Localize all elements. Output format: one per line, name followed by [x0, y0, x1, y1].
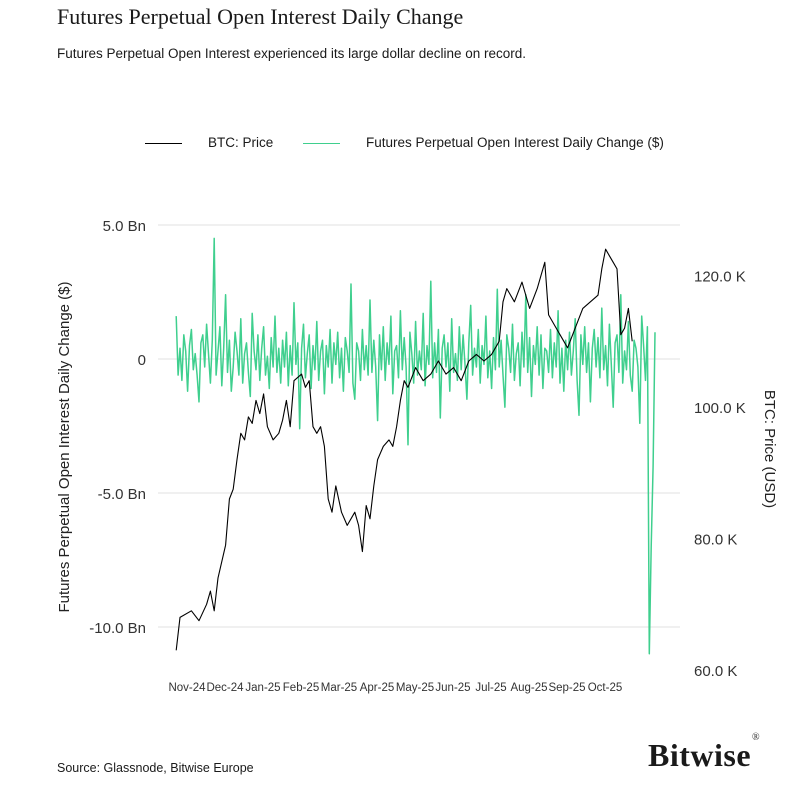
left-tick-label: -5.0 Bn [98, 486, 146, 503]
legend-swatch-btc-price [145, 143, 182, 144]
logo-mark: ® [752, 732, 761, 744]
x-tick-label: Jan-25 [245, 682, 280, 694]
left-tick-label: 5.0 Bn [103, 218, 146, 235]
x-tick-label: Jun-25 [435, 682, 470, 694]
right-tick-label: 60.0 K [694, 663, 737, 680]
left-tick-label: 0 [138, 352, 146, 369]
legend-label-btc-price: BTC: Price [208, 135, 274, 150]
source-note: Source: Glassnode, Bitwise Europe [57, 761, 254, 775]
bitwise-logo: Bitwise® [648, 732, 760, 774]
right-tick-label: 80.0 K [694, 532, 737, 549]
legend-swatch-open-interest [303, 143, 340, 144]
x-tick-label: Nov-24 [168, 682, 206, 694]
left-axis-title: Futures Perpetual Open Interest Daily Ch… [56, 281, 73, 612]
x-tick-label: Feb-25 [283, 682, 319, 694]
left-tick-label: -10.0 Bn [89, 620, 146, 637]
series-line-open-interest-change [175, 237, 656, 655]
x-tick-label: Oct-25 [588, 682, 623, 694]
x-tick-label: May-25 [396, 682, 434, 694]
series-line-btc-price [175, 248, 633, 651]
x-tick-label: Aug-25 [510, 682, 547, 694]
x-tick-label: Dec-24 [206, 682, 244, 694]
legend: BTC: Price Futures Perpetual Open Intere… [0, 134, 796, 154]
legend-label-open-interest: Futures Perpetual Open Interest Daily Ch… [366, 135, 664, 150]
right-axis-title: BTC: Price (USD) [761, 390, 778, 508]
right-tick-label: 100.0 K [694, 400, 746, 417]
chart-title: Futures Perpetual Open Interest Daily Ch… [57, 4, 464, 29]
right-tick-label: 120.0 K [694, 269, 746, 286]
x-tick-label: Apr-25 [360, 682, 395, 694]
chart-subtitle: Futures Perpetual Open Interest experien… [57, 46, 527, 61]
logo-text: Bitwise [648, 737, 752, 773]
x-tick-label: Sep-25 [548, 682, 585, 694]
x-tick-label: Mar-25 [321, 682, 357, 694]
x-tick-label: Jul-25 [475, 682, 506, 694]
